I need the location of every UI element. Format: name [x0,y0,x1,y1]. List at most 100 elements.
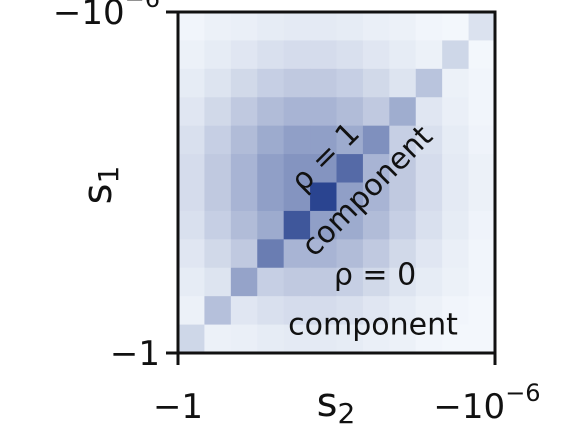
heatmap-cell [442,97,470,127]
heatmap-cell [415,125,443,155]
heatmap-cell [468,154,496,184]
heatmap-cell [362,239,390,269]
heatmap-cell [178,40,206,70]
heatmap-cell [283,154,311,184]
heatmap-cell [310,239,338,269]
heatmap-cell [310,296,338,326]
tick-label: −1 [153,387,203,427]
heatmap-cell [204,267,232,297]
heatmap-cell [362,40,390,70]
heatmap-cell [389,125,417,155]
heatmap-cell [389,68,417,98]
heatmap-cell [442,154,470,184]
heatmap-cell [204,210,232,240]
heatmap-cell [336,68,364,98]
heatmap-cell [468,68,496,98]
heatmap-cell [442,182,470,212]
heatmap-cell [283,210,311,240]
heatmap-cell [415,40,443,70]
heatmap-cell [230,68,258,98]
heatmap-cell [442,40,470,70]
heatmap-cell [415,296,443,326]
heatmap-cell [283,324,311,354]
heatmap-cell [468,125,496,155]
heatmap-cell [257,324,285,354]
heatmap-cell [257,239,285,269]
heatmap-cell [204,125,232,155]
heatmap-cell [415,324,443,354]
heatmap-cell [362,154,390,184]
heatmap-cell [178,324,206,354]
heatmap-cell [415,267,443,297]
tick-label-base: −1 [110,334,160,374]
heatmap-cell [230,40,258,70]
heatmap-cell [230,154,258,184]
heatmap-cell [178,68,206,98]
tick-label-base: −10 [53,0,125,33]
heatmap-cell [283,68,311,98]
heatmap-cell [204,40,232,70]
heatmap-cell [415,97,443,127]
heatmap-cell [468,324,496,354]
heatmap-cell [362,68,390,98]
heatmap-cell [415,210,443,240]
heatmap-cell [230,97,258,127]
heatmap-cell [283,40,311,70]
y-label-main: s [75,183,121,204]
heatmap-cell [283,125,311,155]
heatmap-cell [310,40,338,70]
heatmap-cell [415,68,443,98]
heatmap-cell [257,182,285,212]
heatmap-cell [362,210,390,240]
heatmap-cell [204,239,232,269]
heatmap-cell [257,12,285,42]
heatmap-cell [415,12,443,42]
heatmap-cell [389,267,417,297]
heatmap-cell [257,125,285,155]
heatmap-cell [283,239,311,269]
heatmap-cell [362,296,390,326]
heatmap-cell [178,125,206,155]
tick-label-base: −1 [153,387,203,427]
heatmap-cell [310,182,338,212]
heatmap-cell [178,210,206,240]
heatmap-cell [442,210,470,240]
heatmap-cell [230,125,258,155]
heatmap-cell [389,97,417,127]
heatmap-cell [283,12,311,42]
annotation: component [288,308,458,343]
heatmap-cell [389,12,417,42]
heatmap-cell [204,296,232,326]
heatmap-cell [230,12,258,42]
heatmap-cell [389,182,417,212]
heatmap-cell [257,296,285,326]
heatmap-cell [336,324,364,354]
heatmap-cell [389,154,417,184]
heatmap-cell [362,97,390,127]
heatmap-cell [442,68,470,98]
tick-label: −10−6 [433,379,540,426]
heatmap-cell [389,324,417,354]
heatmap-cell [442,324,470,354]
heatmap-cell [310,210,338,240]
heatmap-cell [204,324,232,354]
heatmap-cell [310,267,338,297]
heatmap-cell [415,182,443,212]
heatmap-cell [362,267,390,297]
heatmap-cell [336,97,364,127]
heatmap-cell [336,125,364,155]
heatmap-cell [310,125,338,155]
tick-label-exponent: −6 [505,379,540,407]
heatmap-cell [230,182,258,212]
heatmap-cell [178,182,206,212]
heatmap-cell [257,40,285,70]
heatmap-cell [336,296,364,326]
heatmap-cell [204,182,232,212]
heatmap-cell [336,239,364,269]
tick-label: −1 [110,334,160,374]
heatmap-cell [230,210,258,240]
heatmap-cell [178,97,206,127]
heatmap-cell [442,239,470,269]
heatmap-cell [230,296,258,326]
